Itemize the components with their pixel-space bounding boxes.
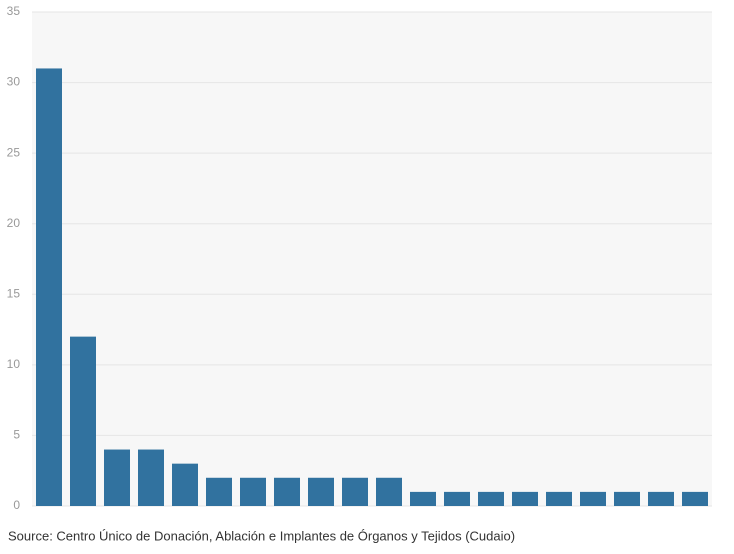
y-tick-label: 35: [7, 4, 21, 18]
bar: [512, 491, 538, 506]
bar: [138, 449, 164, 506]
bar: [274, 477, 300, 506]
bar: [478, 491, 504, 506]
bar: [206, 477, 232, 506]
y-tick-label: 0: [13, 498, 20, 512]
bar: [104, 449, 130, 506]
y-tick-label: 15: [7, 286, 21, 300]
bar: [580, 491, 606, 506]
bar: [410, 491, 436, 506]
bar: [308, 477, 334, 506]
source-note: Source: Centro Único de Donación, Ablaci…: [8, 528, 515, 543]
bar: [36, 68, 62, 506]
bar: [546, 491, 572, 506]
bar: [70, 336, 96, 506]
bar: [240, 477, 266, 506]
y-tick-label: 5: [13, 428, 20, 442]
y-tick-label: 25: [7, 145, 21, 159]
bar: [614, 491, 640, 506]
bar: [682, 491, 708, 506]
bar: [444, 491, 470, 506]
y-tick-label: 30: [7, 75, 21, 89]
y-tick-label: 20: [7, 216, 21, 230]
bar: [648, 491, 674, 506]
bar: [342, 477, 368, 506]
bar: [376, 477, 402, 506]
plot-background: [32, 12, 712, 506]
y-tick-label: 10: [7, 357, 21, 371]
bar: [172, 463, 198, 506]
